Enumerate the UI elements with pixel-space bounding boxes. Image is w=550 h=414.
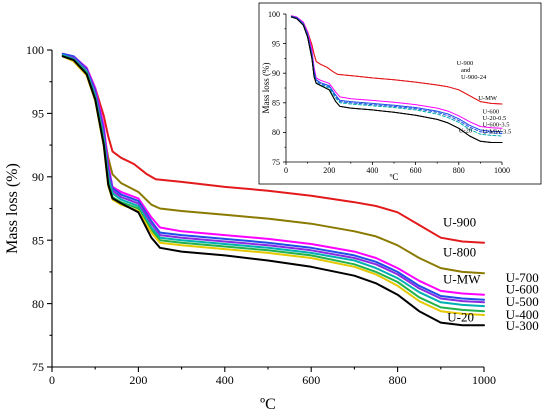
series-label-u-600: U-600 xyxy=(506,281,539,296)
inset-series-label-u-20-0-5: U-20-0.5 xyxy=(483,115,507,122)
inset-series-label-u-mw: U-MW xyxy=(478,95,498,102)
inset-series-line-u-mw xyxy=(290,15,503,129)
inset-series-label-u-600-3-5: U-600-3.5 xyxy=(483,121,510,128)
inset-series-label-u-20: U-20 xyxy=(459,127,472,134)
y-tick-label: 75 xyxy=(32,360,44,374)
y-tick-label: 100 xyxy=(26,43,44,57)
inset-series-label-u-900: U-900 xyxy=(457,60,474,67)
series-label-u-800: U-800 xyxy=(443,245,476,260)
inset-x-tick-label: 200 xyxy=(323,166,335,175)
inset-y-tick-label: 85 xyxy=(272,99,280,108)
y-tick-label: 85 xyxy=(32,233,44,247)
y-tick-label: 95 xyxy=(32,107,44,121)
inset-x-tick-label: 0 xyxy=(284,166,288,175)
series-label-u-400: U-400 xyxy=(506,307,539,322)
inset-y-tick-label: 100 xyxy=(268,10,280,19)
x-tick-label: 800 xyxy=(389,373,407,387)
series-label-u-900: U-900 xyxy=(443,214,476,229)
inset-x-tick-label: 1000 xyxy=(494,166,510,175)
series-label-u-300: U-300 xyxy=(506,318,539,333)
x-tick-label: 400 xyxy=(216,373,234,387)
inset-x-tick-label: 400 xyxy=(366,166,378,175)
x-tick-label: 200 xyxy=(129,373,147,387)
y-tick-label: 90 xyxy=(32,170,44,184)
x-axis-label: ºC xyxy=(260,396,276,413)
series-line-u-20 xyxy=(61,55,485,327)
inset-x-tick-label: 600 xyxy=(410,166,422,175)
inset-y-tick-label: 75 xyxy=(272,158,280,167)
series-label-u-500: U-500 xyxy=(506,294,539,309)
series-label-u-mw: U-MW xyxy=(443,271,481,286)
inset-y-tick-label: 80 xyxy=(272,128,280,137)
inset-x-axis-label: ºC xyxy=(390,172,399,182)
series-label-u-20: U-20 xyxy=(447,309,474,324)
inset-series-label-and: and xyxy=(461,67,471,74)
series-label-u-700: U-700 xyxy=(506,270,539,285)
inset-chart: 0 200 400 600 800 1000 75 80 85 90 95 100 ºC Mass los… xyxy=(258,2,542,185)
inset-series-label-u-600: U-600 xyxy=(483,108,500,115)
x-tick-label: 1000 xyxy=(472,373,496,387)
inset-series-line-u-mw-3-5 xyxy=(290,16,503,143)
inset-y-tick-label: 90 xyxy=(272,69,280,78)
inset-series-label-u-mw-3-5: U-MW-3.5 xyxy=(483,129,512,136)
y-axis-label: Mass loss (%) xyxy=(4,163,21,254)
series-line-u-900 xyxy=(61,54,485,244)
x-tick-label: 0 xyxy=(49,373,55,387)
y-tick-label: 80 xyxy=(32,297,44,311)
inset-series-line-u-900-24 xyxy=(290,15,503,105)
inset-x-tick-label: 800 xyxy=(453,166,465,175)
x-tick-label: 600 xyxy=(302,373,320,387)
inset-y-tick-label: 95 xyxy=(272,39,280,48)
inset-inset-frame xyxy=(258,2,542,185)
inset-y-axis-label: Mass loss (%) xyxy=(261,62,271,113)
inset-series-label-u-900-24: U-900-24 xyxy=(461,74,487,81)
